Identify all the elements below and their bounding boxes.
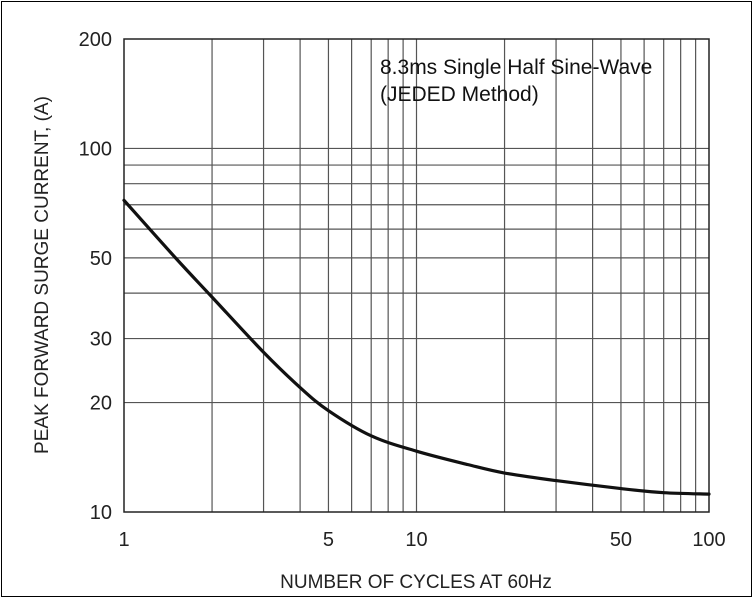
x-tick-label: 1 [118,529,129,551]
x-axis-title: NUMBER OF CYCLES AT 60Hz [280,572,552,593]
plot-border [123,38,710,513]
y-tick-label: 100 [79,138,112,160]
annotation-line-1: 8.3ms Single Half Sine-Wave [380,56,652,79]
grid-lines [124,39,709,512]
surge-current-curve [122,198,711,496]
x-tick-label: 5 [323,529,334,551]
y-axis-title: PEAK FORWARD SURGE CURRENT, (A) [32,96,53,454]
y-tick-label: 50 [90,248,112,270]
y-tick-labels: 10 20 30 50 100 200 [79,29,112,524]
x-tick-label: 10 [405,529,427,551]
x-tick-labels: 1 5 10 50 100 [118,529,725,551]
annotation-line-2: (JEDED Method) [380,83,539,106]
y-tick-label: 30 [90,329,112,351]
y-tick-label: 10 [90,502,112,524]
y-tick-label: 200 [79,29,112,51]
x-tick-label: 50 [610,529,632,551]
y-tick-label: 20 [90,393,112,415]
x-tick-label: 100 [692,529,725,551]
